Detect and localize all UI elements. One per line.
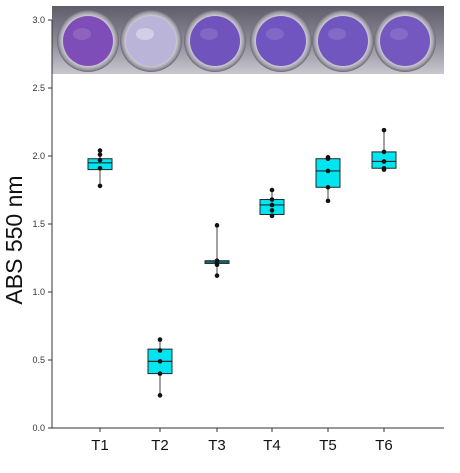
x-tick-label: T2 xyxy=(151,437,169,454)
y-tick-label: 0.5 xyxy=(32,355,45,365)
box-t6 xyxy=(371,127,397,172)
data-point xyxy=(325,198,331,204)
data-point xyxy=(157,348,163,353)
x-tick-label: T3 xyxy=(208,437,226,454)
y-axis-title: ABS 550 nm xyxy=(1,175,27,304)
well-1 xyxy=(57,10,119,72)
y-tick-label: 2.5 xyxy=(32,83,45,93)
well-6 xyxy=(374,10,436,72)
data-point xyxy=(214,273,220,278)
well-2 xyxy=(120,10,182,72)
well-plate-photo xyxy=(52,6,444,74)
data-point xyxy=(214,258,220,264)
data-point xyxy=(97,152,103,157)
well-highlight xyxy=(266,28,284,40)
box-t3 xyxy=(204,223,230,278)
data-point xyxy=(157,359,163,364)
data-point xyxy=(157,393,163,398)
y-tick-label: 0.0 xyxy=(32,423,45,433)
well-highlight xyxy=(136,28,154,40)
wells-group xyxy=(57,10,436,72)
data-point xyxy=(381,159,387,164)
well-stain xyxy=(126,16,176,66)
box-t2 xyxy=(147,337,173,398)
data-point xyxy=(325,168,331,174)
well-5 xyxy=(312,10,374,72)
data-point xyxy=(157,337,163,342)
well-stain xyxy=(63,16,113,66)
x-ticks: T1 T2 T3 T4 T5 T6 xyxy=(91,428,393,454)
x-tick-label: T5 xyxy=(319,437,337,454)
box-t5 xyxy=(315,155,341,204)
data-point xyxy=(269,208,275,213)
x-tick-label: T6 xyxy=(375,437,393,454)
well-4 xyxy=(250,10,312,72)
x-tick-label: T1 xyxy=(91,437,109,454)
well-3 xyxy=(184,10,246,72)
data-point xyxy=(325,155,331,160)
axes xyxy=(51,20,444,429)
data-point xyxy=(381,149,387,155)
well-highlight xyxy=(73,28,91,40)
data-point xyxy=(97,165,103,171)
y-tick-label: 2.0 xyxy=(32,151,45,161)
box-series xyxy=(87,127,397,398)
y-ticks: 0.0 0.5 1.0 1.5 2.0 2.5 3.0 xyxy=(32,15,52,433)
data-point xyxy=(325,184,331,190)
data-point xyxy=(381,127,387,133)
data-point xyxy=(97,183,103,189)
y-tick-label: 1.0 xyxy=(32,287,45,297)
data-point xyxy=(214,223,220,228)
well-stain xyxy=(380,16,430,66)
well-highlight xyxy=(200,28,218,40)
box-t4 xyxy=(259,187,285,219)
box-t1 xyxy=(87,148,113,189)
well-highlight xyxy=(328,28,346,40)
data-point xyxy=(97,148,103,153)
y-tick-label: 3.0 xyxy=(32,15,45,25)
data-point xyxy=(381,165,387,171)
y-tick-label: 1.5 xyxy=(32,219,45,229)
well-stain xyxy=(318,16,368,66)
data-point xyxy=(269,197,275,202)
data-point xyxy=(157,371,163,376)
data-point xyxy=(269,187,275,193)
data-point xyxy=(269,202,275,208)
x-tick-label: T4 xyxy=(263,437,281,454)
well-stain xyxy=(190,16,240,66)
data-point xyxy=(269,213,275,219)
well-highlight xyxy=(390,28,408,40)
well-stain xyxy=(256,16,306,66)
data-point xyxy=(97,157,103,163)
